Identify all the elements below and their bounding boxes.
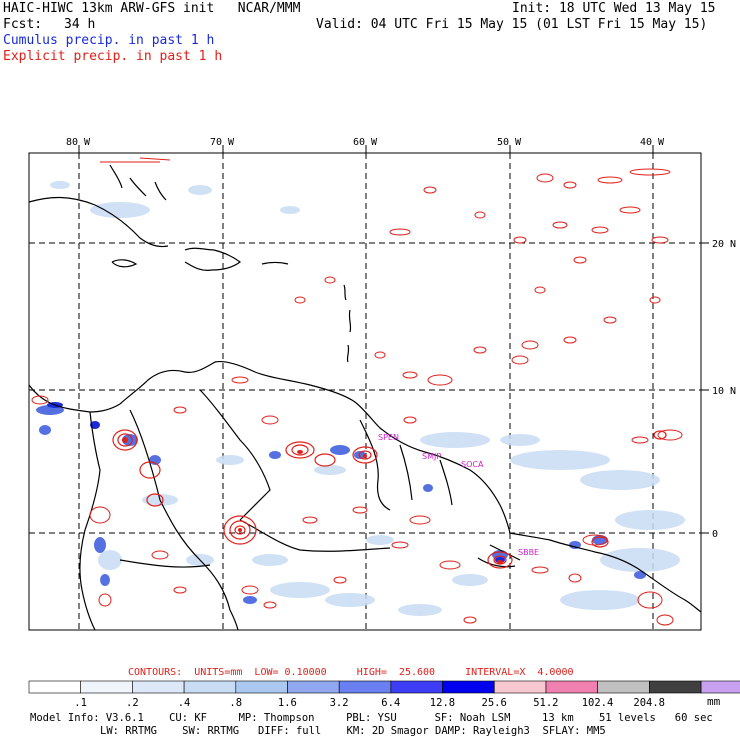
colorbar-cell xyxy=(287,680,340,694)
lon-label: 50 W xyxy=(497,137,522,148)
colorbar-unit: mm xyxy=(707,695,721,708)
colorbar-label: .1 xyxy=(74,697,87,709)
station-label: SOCA xyxy=(461,460,484,469)
colorbar-cell xyxy=(442,680,495,694)
colorbar-cell xyxy=(28,680,82,694)
forecast-label: Fcst: xyxy=(3,17,43,32)
valid-time: Valid: 04 UTC Fri 15 May 15 (01 LST Fri … xyxy=(316,17,708,32)
map-frame xyxy=(28,152,702,631)
colorbar-cell xyxy=(493,680,547,694)
station-label: SBBE xyxy=(518,548,539,557)
plot-title: HAIC-HIWC 13km ARW-GFS init NCAR/MMM xyxy=(3,1,301,16)
colorbar-cell xyxy=(390,680,443,694)
colorbar-label: 6.4 xyxy=(381,697,401,709)
lat-label: 10 N xyxy=(712,386,736,397)
station-label: SMJP xyxy=(422,452,441,461)
model-info-line2: LW: RRTMG SW: RRTMG DIFF: full KM: 2D Sm… xyxy=(100,725,606,737)
cumulus-light xyxy=(50,181,685,616)
lat-label: 20 N xyxy=(712,239,736,250)
explicit-heavy xyxy=(122,437,503,564)
colorbar-cell xyxy=(338,680,392,694)
station-label: SPEN xyxy=(378,433,399,442)
colorbar-cell xyxy=(132,680,185,694)
colorbar-label: 3.2 xyxy=(329,697,349,709)
colorbar-label: 25.6 xyxy=(481,697,507,709)
colorbar-label: 51.2 xyxy=(533,697,559,709)
explicit-clusters xyxy=(112,429,667,569)
cumulus-mid xyxy=(36,405,646,604)
colorbar-label: 102.4 xyxy=(581,697,614,709)
explicit-contours xyxy=(31,157,683,626)
colorbar-cell xyxy=(235,680,288,694)
lon-label: 60 W xyxy=(353,137,378,148)
top-ticks xyxy=(78,145,709,534)
lon-label: 80 W xyxy=(66,137,91,148)
colorbar-label: 12.8 xyxy=(429,697,456,709)
colorbar-label: 204.8 xyxy=(633,697,665,709)
colorbar-label: .4 xyxy=(177,697,191,709)
legend-explicit: Explicit precip. in past 1 h xyxy=(3,49,223,64)
contours-info: CONTOURS: UNITS=mm LOW= 0.10000 HIGH= 25… xyxy=(128,667,574,678)
colorbar-cell xyxy=(597,680,650,694)
forecast-hours: 34 h xyxy=(64,17,96,32)
grid-lines xyxy=(29,153,701,630)
colorbar-cell xyxy=(80,680,133,694)
colorbar-cell xyxy=(545,680,599,694)
lon-label: 40 W xyxy=(640,137,665,148)
coastlines xyxy=(28,164,702,631)
colorbar-label: 1.6 xyxy=(277,697,297,709)
lat-label: 0 xyxy=(712,529,718,540)
lon-label: 70 W xyxy=(210,137,235,148)
colorbar-label: .2 xyxy=(126,697,139,709)
colorbar-cell xyxy=(183,680,237,694)
model-info-line1: Model Info: V3.6.1 CU: KF MP: Thompson P… xyxy=(30,712,713,724)
colorbar-cell xyxy=(700,680,740,694)
axis-labels: 80 W 70 W 60 W 50 W 40 W 20 N 10 N 0 xyxy=(66,137,736,540)
init-time: Init: 18 UTC Wed 13 May 15 xyxy=(512,1,716,16)
legend-cumulus: Cumulus precip. in past 1 h xyxy=(3,33,215,48)
station-labels: SPEN SMJP SOCA SBBE xyxy=(378,433,539,557)
colorbar-label: .8 xyxy=(229,697,243,709)
colorbar-cells xyxy=(28,680,740,694)
colorbar-cell xyxy=(649,680,702,694)
